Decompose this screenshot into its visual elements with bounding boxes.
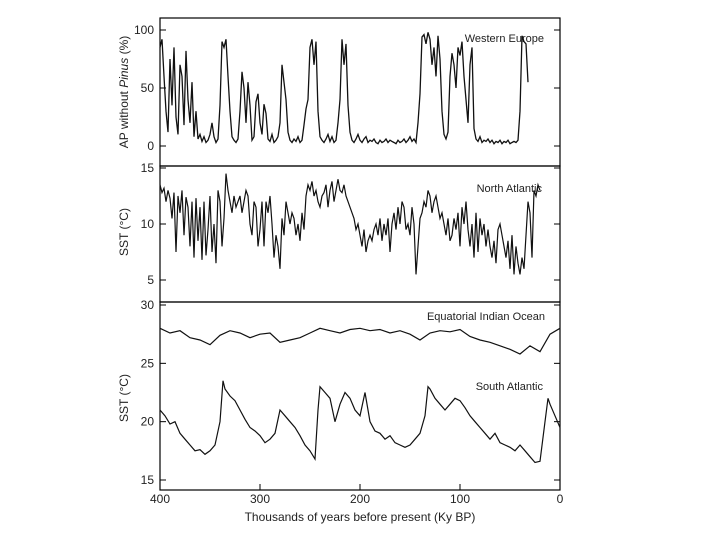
y-tick-label: 0	[147, 139, 154, 153]
series-line-south-atlantic	[159, 380, 561, 464]
series-line-western-europe	[159, 32, 529, 145]
x-axis: 400 300 200 100 0	[150, 484, 564, 506]
panel-western-europe: AP without Pinus (%) Western Europe 0 50 1…	[117, 17, 561, 167]
y-tick-label: 5	[147, 273, 154, 287]
ylabel-western-europe: AP without Pinus (%)	[117, 36, 131, 149]
y-tick-label: 15	[141, 161, 155, 175]
panel-indian-south-atlantic: SST (°C) Equatorial Indian Ocean South A…	[117, 298, 561, 491]
ylabel-north-atlantic: SST (°C)	[117, 208, 131, 256]
y-tick-label: 30	[141, 298, 155, 312]
x-axis-label: Thousands of years before present (Ky BP…	[245, 510, 476, 524]
ylabel-sst-lower: SST (°C)	[117, 374, 131, 422]
x-tick-label: 0	[557, 492, 564, 506]
series-label-western-europe: Western Europe	[465, 33, 544, 45]
y-tick-label: 15	[141, 473, 155, 487]
x-tick-label: 100	[450, 492, 470, 506]
series-line-equatorial-indian-ocean	[159, 327, 561, 355]
y-tick-label: 100	[134, 23, 154, 37]
x-tick-label: 400	[150, 492, 170, 506]
series-label-equatorial-indian-ocean: Equatorial Indian Ocean	[427, 311, 545, 323]
series-line-north-atlantic	[159, 173, 541, 275]
series-label-south-atlantic: South Atlantic	[476, 381, 544, 393]
y-tick-label: 20	[141, 415, 155, 429]
panel-frame-sst-lower	[159, 301, 561, 491]
x-tick-label: 200	[350, 492, 370, 506]
panel-north-atlantic: SST (°C) North Atlantic 5 10 15	[117, 161, 561, 303]
y-tick-label: 25	[141, 356, 155, 370]
x-tick-label: 300	[250, 492, 270, 506]
y-tick-label: 10	[141, 217, 155, 231]
series-label-north-atlantic: North Atlantic	[477, 183, 543, 195]
y-tick-label: 50	[141, 81, 155, 95]
